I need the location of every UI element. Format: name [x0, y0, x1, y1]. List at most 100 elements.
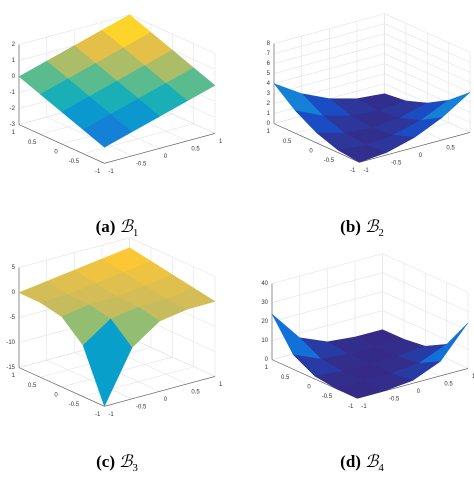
grid-line — [384, 63, 471, 103]
axis-line — [359, 132, 471, 163]
z-tick-label: 20 — [261, 319, 268, 325]
grid-line — [273, 63, 385, 94]
surface-cell — [335, 380, 386, 399]
y-tick-label: 0.5 — [28, 140, 37, 146]
caption-subscript: 3 — [132, 462, 138, 474]
z-tick-label: 0 — [12, 74, 16, 80]
x-tick-label: 1 — [219, 139, 223, 145]
caption-symbol: ℬ — [119, 217, 134, 236]
grid-line — [384, 73, 471, 113]
axis-line — [104, 376, 216, 407]
z-tick-label: -5 — [10, 315, 16, 321]
x-tick-label: -0.5 — [136, 161, 147, 167]
z-tick-label: 1 — [12, 58, 16, 64]
y-tick-label: -0.5 — [322, 394, 333, 400]
x-tick-label: 1 — [472, 374, 474, 380]
grid-line — [382, 272, 469, 312]
z-tick-label: 7 — [267, 51, 271, 57]
axis-line — [273, 123, 360, 163]
x-tick-label: 0 — [417, 389, 421, 395]
y-tick-label: 0 — [54, 393, 58, 399]
x-tick-label: 0 — [164, 154, 168, 160]
caption: (d) ℬ4 — [340, 452, 384, 474]
x-tick-label: -0.5 — [391, 160, 402, 166]
grid-line — [273, 23, 385, 54]
z-tick-label: 3 — [267, 91, 271, 97]
x-tick-label: -1 — [108, 412, 114, 418]
grid-line — [384, 33, 471, 73]
caption-label: (b) — [340, 217, 361, 236]
caption-subscript: 2 — [378, 227, 384, 239]
y-tick-label: 1 — [12, 130, 16, 136]
z-tick-label: 1 — [267, 111, 271, 117]
axis-line — [18, 124, 105, 164]
y-tick-label: 0.5 — [283, 139, 292, 145]
z-tick-label: 0 — [267, 121, 271, 127]
x-tick-label: 0.5 — [446, 145, 455, 151]
y-tick-label: 1 — [267, 129, 271, 135]
caption-label: (a) — [96, 217, 116, 236]
grid-line — [271, 272, 383, 303]
z-tick-label: -2 — [10, 106, 16, 112]
y-tick-label: -0.5 — [324, 158, 335, 164]
grid-line — [273, 53, 385, 84]
caption-subscript: 4 — [378, 462, 384, 474]
z-tick-label: 8 — [267, 41, 271, 47]
grid-line — [271, 253, 383, 284]
x-tick-label: 0.5 — [191, 146, 200, 152]
z-tick-label: 0 — [265, 357, 269, 363]
z-tick-label: 40 — [261, 281, 268, 287]
z-tick-label: 2 — [12, 42, 16, 48]
grid-line — [273, 13, 385, 44]
caption: (c) ℬ3 — [96, 452, 138, 474]
z-tick-label: -1 — [10, 90, 16, 96]
z-tick-label: 5 — [12, 265, 16, 271]
caption-label: (d) — [340, 452, 361, 471]
surface-cell — [82, 113, 133, 148]
x-tick-label: -0.5 — [389, 396, 400, 402]
surface-panel: 0 10 20 30 40 -1 -0.5 0 0.5 1 -1 -0.5 0 0.5 1 (d) ℬ4 — [261, 253, 474, 474]
y-tick-label: 0 — [307, 385, 311, 391]
z-tick-label: 10 — [261, 338, 268, 344]
surface-cell — [271, 313, 322, 360]
y-tick-label: 0.5 — [281, 375, 290, 381]
y-tick-label: 0 — [309, 149, 313, 155]
z-tick-label: 6 — [267, 61, 271, 67]
x-tick-label: 0 — [164, 397, 168, 403]
grid-line — [382, 291, 469, 331]
grid-line — [382, 253, 469, 293]
caption-symbol: ℬ — [119, 452, 134, 471]
y-tick-label: 0.5 — [28, 383, 37, 389]
caption: (a) ℬ1 — [96, 217, 139, 239]
x-tick-label: -1 — [361, 404, 367, 410]
z-tick-label: -10 — [6, 340, 15, 346]
grid-line — [18, 237, 130, 268]
grid-line — [384, 43, 471, 83]
z-tick-label: 2 — [267, 101, 271, 107]
x-tick-label: 1 — [219, 382, 223, 388]
surface-panel: -15 -10 -5 0 5 -1 -0.5 0 0.5 1 -1 -0.5 0 0.5 1 (c) ℬ3 — [6, 237, 223, 474]
x-tick-label: 0 — [419, 153, 423, 159]
caption-label: (c) — [96, 452, 115, 471]
x-tick-label: -1 — [108, 169, 114, 175]
grid-line — [129, 14, 216, 54]
y-tick-label: 1 — [12, 373, 16, 379]
z-tick-label: 4 — [267, 81, 271, 87]
caption: (b) ℬ2 — [340, 217, 384, 239]
surface-cell — [337, 144, 388, 163]
grid-line — [271, 291, 383, 322]
z-tick-label: 5 — [267, 71, 271, 77]
y-tick-label: 0 — [54, 150, 58, 156]
grid-line — [273, 33, 385, 64]
grid-line — [129, 237, 216, 277]
y-tick-label: -1 — [348, 404, 354, 410]
grid-line — [129, 337, 216, 377]
grid-line — [273, 43, 385, 74]
y-tick-label: -0.5 — [69, 159, 80, 165]
grid-line — [18, 14, 130, 45]
y-tick-label: -1 — [350, 168, 356, 174]
caption-symbol: ℬ — [365, 452, 380, 471]
